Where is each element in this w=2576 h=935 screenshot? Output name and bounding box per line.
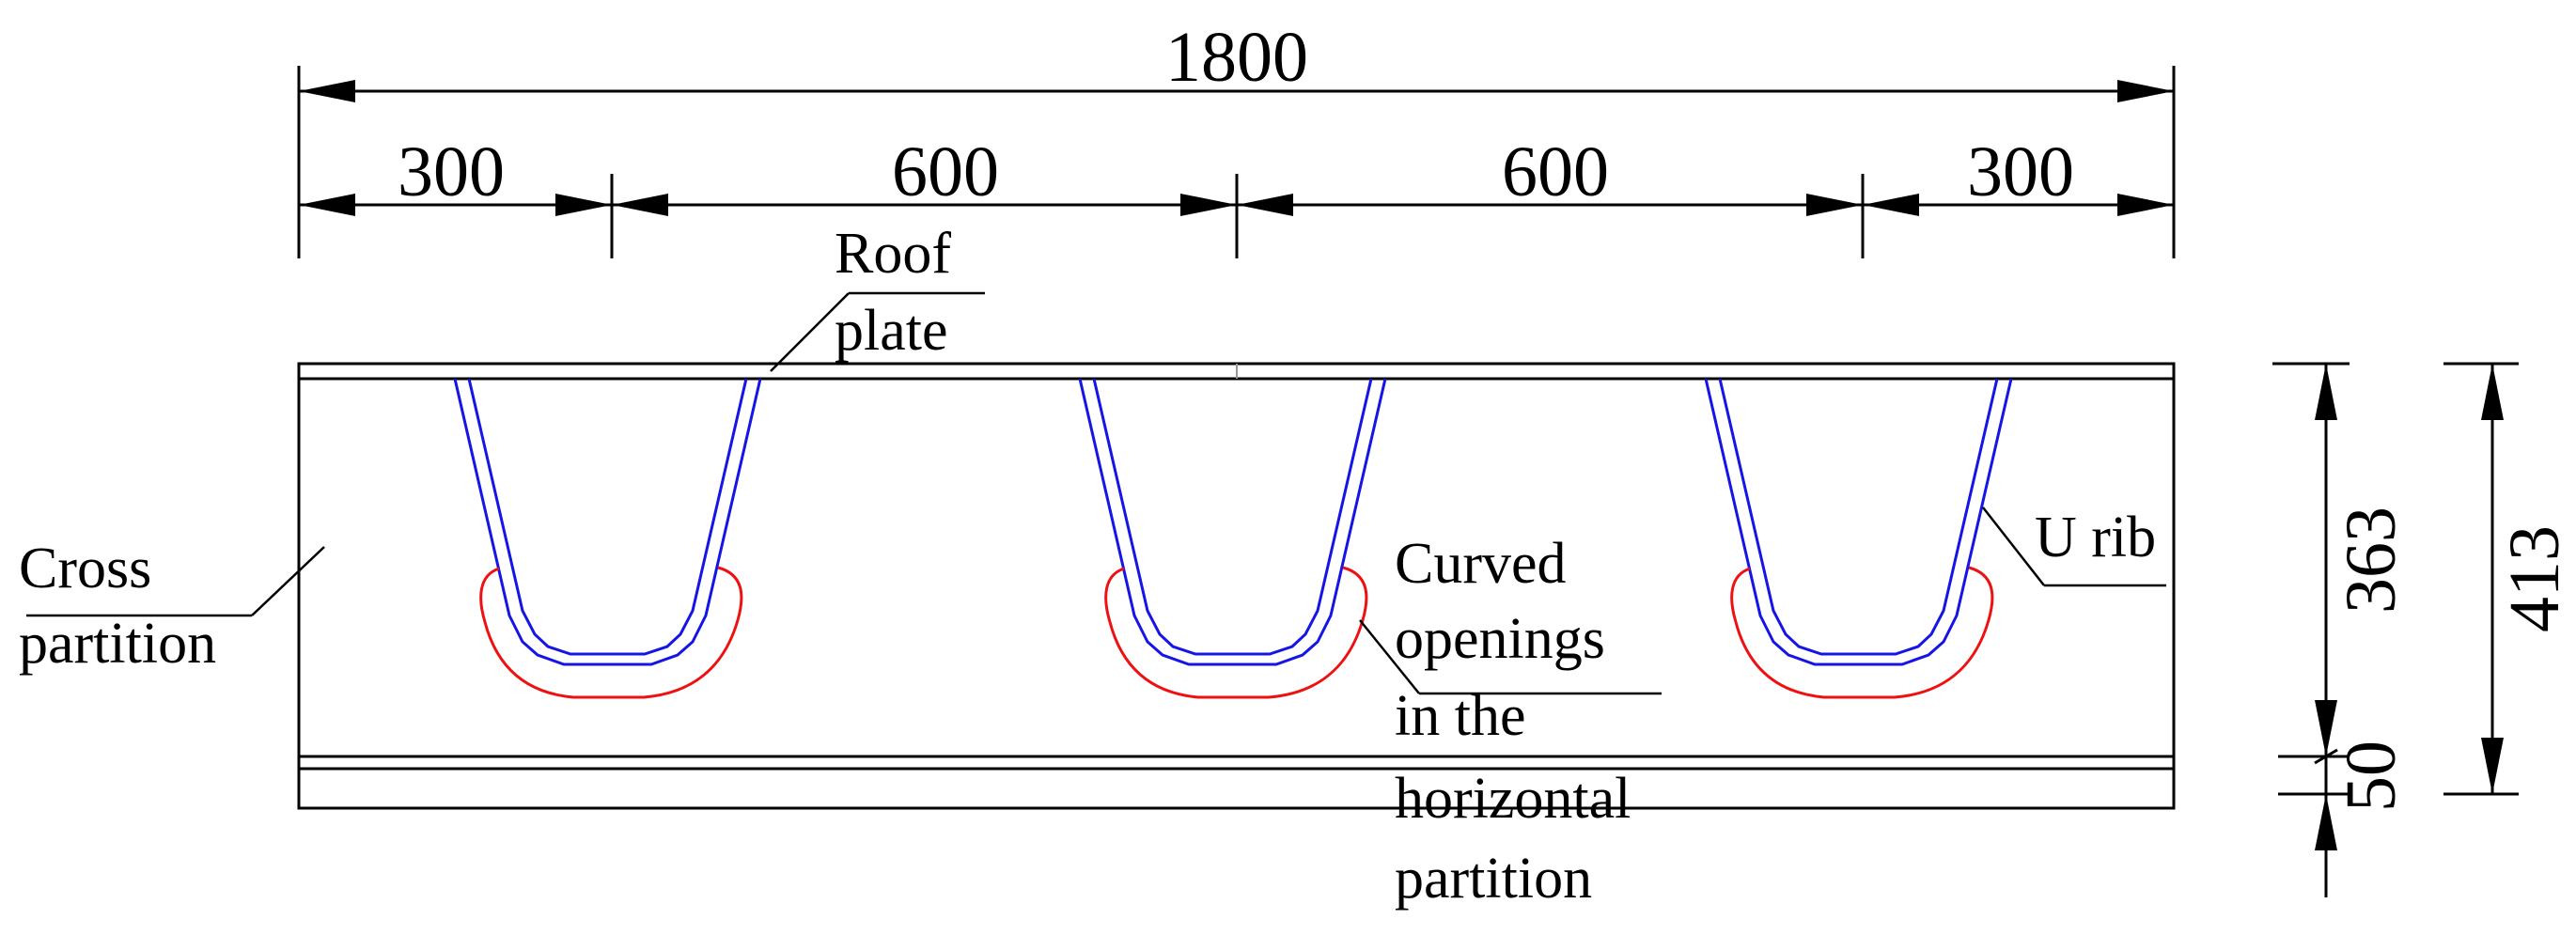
leader-line [770,292,850,372]
u-rib-middle [1078,378,1387,666]
label-u-rib: U rib [1982,506,2166,587]
arrow-head [299,194,355,216]
arrow-head [1863,194,1919,216]
dimension-value-363: 363 [2332,506,2411,614]
tick-mark [2314,748,2338,765]
arrow-head [2315,700,2337,756]
label-roof-plate-line1: Roof [835,222,951,286]
curved-opening-left [479,566,743,699]
label-curved-openings-line2: openings [1395,607,1605,671]
leader-line [251,546,325,616]
arrow-head [1237,194,1293,216]
label-curved-openings: Curved openings in the horizontal partit… [1359,532,1662,911]
label-cross-partition-line2: partition [19,612,216,676]
label-curved-openings-line4: horizontal [1395,767,1631,831]
dimension-value-600-left: 600 [892,132,999,211]
arrow-head [2481,738,2504,794]
label-cross-partition: Cross partition [19,537,325,676]
dimension-total-width: 1800 [297,18,2176,258]
u-rib-left [453,378,762,666]
arrow-head [612,194,668,216]
label-curved-openings-line3: in the [1395,684,1525,748]
label-curved-openings-line1: Curved [1395,532,1567,596]
arrow-head [299,80,355,102]
dimension-chain-segments: 300 600 600 300 [299,132,2174,258]
dimension-vertical-413: 413 [2443,362,2574,796]
label-roof-plate-line2: plate [835,299,948,363]
arrow-head [2481,364,2504,420]
dimension-value-300-right: 300 [1967,132,2074,211]
label-curved-openings-line5: partition [1395,847,1592,911]
u-rib-right [1704,378,2013,666]
arrow-head [1180,194,1237,216]
arrow-head [2315,364,2337,420]
label-roof-plate: Roof plate [770,222,985,372]
dimension-value-413: 413 [2495,525,2574,632]
dimension-value-300-left: 300 [398,132,505,211]
arrow-head [1806,194,1863,216]
dimension-value-50: 50 [2332,740,2411,812]
leader-line [1982,506,2045,586]
section-outline [297,362,2176,810]
label-u-rib-text: U rib [2035,506,2156,569]
dimension-value-1800: 1800 [1165,18,1308,97]
dimension-vertical-363-50: 363 50 [2272,362,2411,897]
arrow-head [2315,794,2337,850]
arrow-head [2117,194,2174,216]
dimension-value-600-right: 600 [1502,132,1609,211]
arrow-head [2117,80,2174,102]
curved-opening-middle [1104,566,1368,699]
cross-section-body [297,362,2176,810]
leader-line [1359,619,1420,694]
label-cross-partition-line1: Cross [19,537,151,600]
curved-opening-right [1730,566,1994,699]
arrow-head [555,194,612,216]
